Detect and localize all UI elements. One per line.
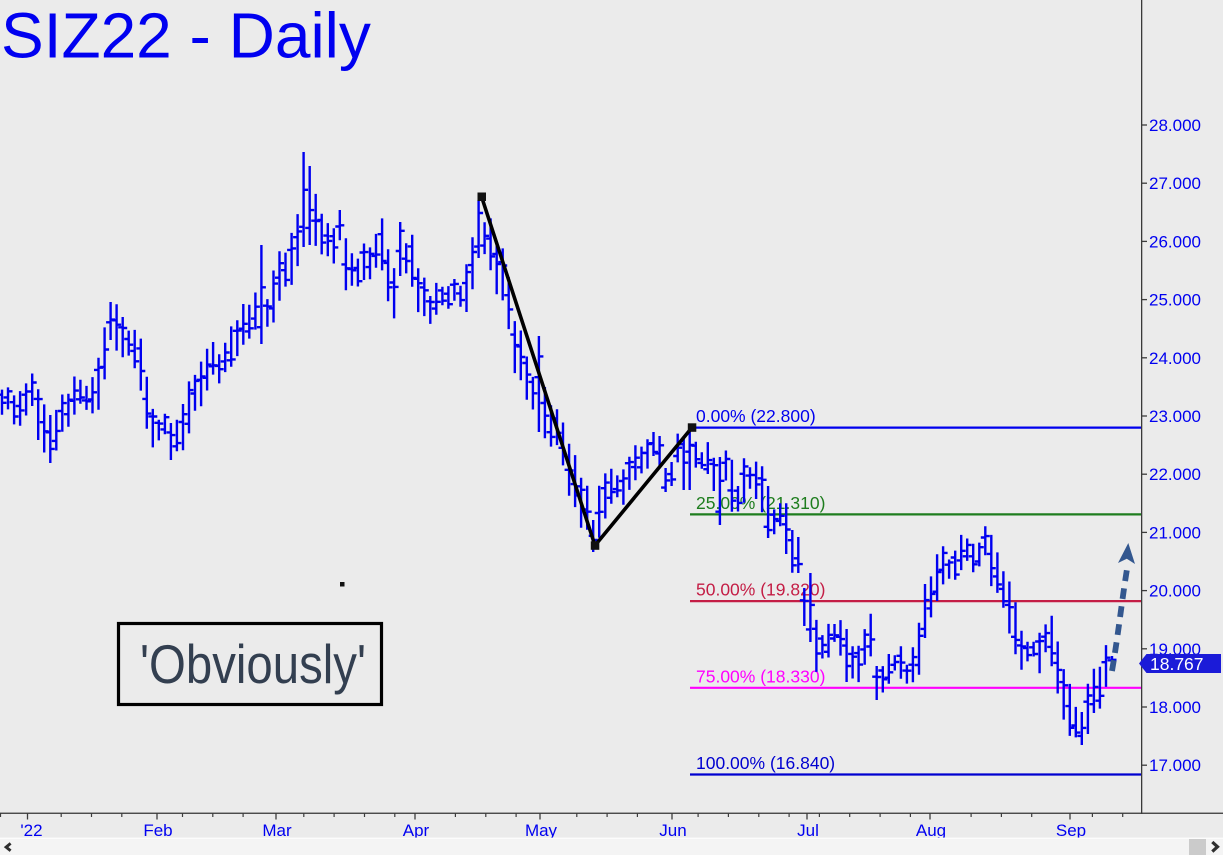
svg-text:Jun: Jun <box>659 821 686 840</box>
svg-text:Sep: Sep <box>1056 821 1086 840</box>
svg-text:25.00% (21.310): 25.00% (21.310) <box>696 493 825 513</box>
svg-text:24.000: 24.000 <box>1149 349 1201 368</box>
svg-text:'22: '22 <box>20 821 42 840</box>
svg-text:28.000: 28.000 <box>1149 116 1201 135</box>
svg-text:23.000: 23.000 <box>1149 407 1201 426</box>
svg-text:Mar: Mar <box>262 821 292 840</box>
svg-text:18.767: 18.767 <box>1150 654 1204 674</box>
svg-text:Apr: Apr <box>403 821 430 840</box>
svg-text:SIZ22 - Daily: SIZ22 - Daily <box>1 0 371 72</box>
svg-text:'Obviously': 'Obviously' <box>140 633 366 695</box>
svg-text:50.00% (19.820): 50.00% (19.820) <box>696 580 825 600</box>
svg-text:22.000: 22.000 <box>1149 465 1201 484</box>
svg-text:18.000: 18.000 <box>1149 698 1201 717</box>
svg-text:21.000: 21.000 <box>1149 523 1201 542</box>
svg-text:20.000: 20.000 <box>1149 582 1201 601</box>
svg-text:27.000: 27.000 <box>1149 174 1201 193</box>
svg-text:May: May <box>525 821 558 840</box>
svg-text:26.000: 26.000 <box>1149 232 1201 251</box>
svg-text:Aug: Aug <box>916 821 946 840</box>
svg-text:75.00% (18.330): 75.00% (18.330) <box>696 666 825 686</box>
svg-text:100.00% (16.840): 100.00% (16.840) <box>696 753 835 773</box>
svg-text:17.000: 17.000 <box>1149 756 1201 775</box>
svg-text:Jul: Jul <box>797 821 819 840</box>
svg-text:25.000: 25.000 <box>1149 291 1201 310</box>
svg-text:0.00% (22.800): 0.00% (22.800) <box>696 406 816 426</box>
svg-text:Feb: Feb <box>143 821 172 840</box>
